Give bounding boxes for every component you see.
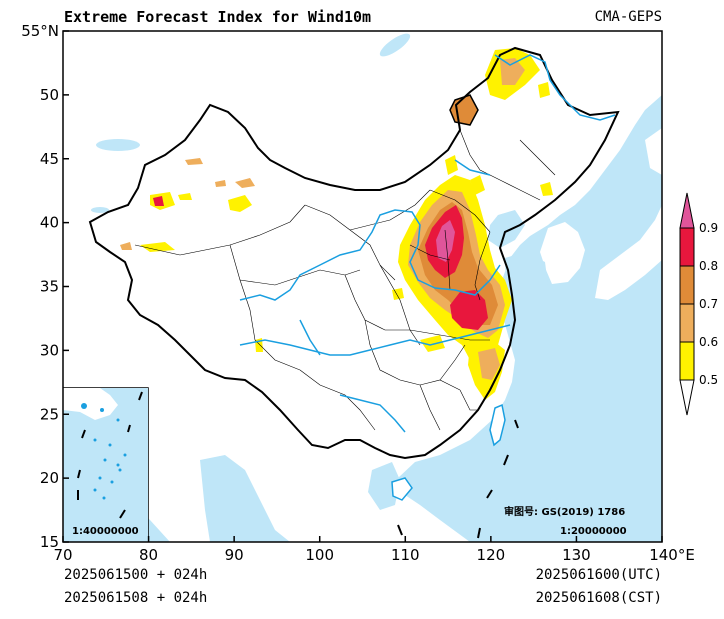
x-tick-label: 80 xyxy=(139,546,158,564)
init-time-cst: 2025061508 + 024h xyxy=(64,590,208,606)
model-label: CMA-GEPS xyxy=(594,9,662,25)
legend-level-label: 0.8 xyxy=(699,259,718,273)
land-japan xyxy=(595,205,662,300)
y-tick-label: 25 xyxy=(40,405,59,423)
legend: 0.9 0.8 0.7 0.6 0.5 xyxy=(679,192,718,416)
island-taiwan xyxy=(489,403,506,447)
x-axis: 70 80 90 100 110 120 130 140°E xyxy=(53,536,695,564)
lake-baikal xyxy=(379,33,411,57)
legend-swatch-0.7-0.8 xyxy=(679,265,695,305)
x-tick-label: 110 xyxy=(391,546,420,564)
x-tick-label: 100 xyxy=(305,546,334,564)
rivers xyxy=(239,54,616,433)
land-korea xyxy=(540,222,585,284)
legend-level-label: 0.5 xyxy=(699,373,718,387)
legend-swatch-0.5-0.6 xyxy=(679,341,695,381)
valid-time-utc: 2025061600(UTC) xyxy=(535,567,662,583)
approval-label: 审图号: GS(2019) 1786 xyxy=(504,505,625,518)
ocean-gulf-tonkin xyxy=(368,462,400,510)
x-tick-label: 90 xyxy=(225,546,244,564)
y-axis: 55°N 50 45 40 35 30 25 20 15 xyxy=(21,22,69,551)
valid-time-cst: 2025061608(CST) xyxy=(535,590,662,606)
china-boundary xyxy=(88,46,620,460)
y-tick-label: 20 xyxy=(40,469,59,487)
legend-swatch-0.6-0.7 xyxy=(679,303,695,343)
lake-balkhash xyxy=(96,139,140,151)
legend-level-label: 0.6 xyxy=(699,335,718,349)
y-tick-label: 40 xyxy=(40,214,59,232)
ocean-bengal xyxy=(200,455,290,542)
init-time-utc: 2025061500 + 024h xyxy=(64,567,208,583)
lake-issyk xyxy=(91,207,109,213)
y-tick-label: 15 xyxy=(40,533,59,551)
legend-swatch-above-0.9 xyxy=(679,192,695,229)
island-hainan xyxy=(391,477,413,501)
inset-map: 1:40000000 xyxy=(63,387,149,542)
y-tick-label: 30 xyxy=(40,341,59,359)
x-tick-label: 70 xyxy=(53,546,72,564)
y-tick-label: 50 xyxy=(40,86,59,104)
inset-scale-label: 1:40000000 xyxy=(72,526,139,537)
y-tick-label: 55°N xyxy=(21,22,59,40)
land-hokkaido xyxy=(645,128,662,175)
legend-level-label: 0.7 xyxy=(699,297,718,311)
ocean-bohai xyxy=(488,210,525,248)
x-tick-label: 140°E xyxy=(649,546,695,564)
x-tick-label: 130 xyxy=(562,546,591,564)
y-tick-label: 45 xyxy=(40,150,59,168)
legend-level-label: 0.9 xyxy=(699,221,718,235)
x-tick-label: 120 xyxy=(477,546,506,564)
main-scale-label: 1:20000000 xyxy=(560,526,627,537)
map-title: Extreme Forecast Index for Wind10m xyxy=(64,8,372,26)
dash-line xyxy=(397,419,519,539)
ocean-yellow-sea xyxy=(505,252,548,305)
legend-swatch-below-0.5 xyxy=(679,379,695,416)
y-tick-label: 35 xyxy=(40,278,59,296)
legend-swatch-0.8-0.9 xyxy=(679,227,695,267)
